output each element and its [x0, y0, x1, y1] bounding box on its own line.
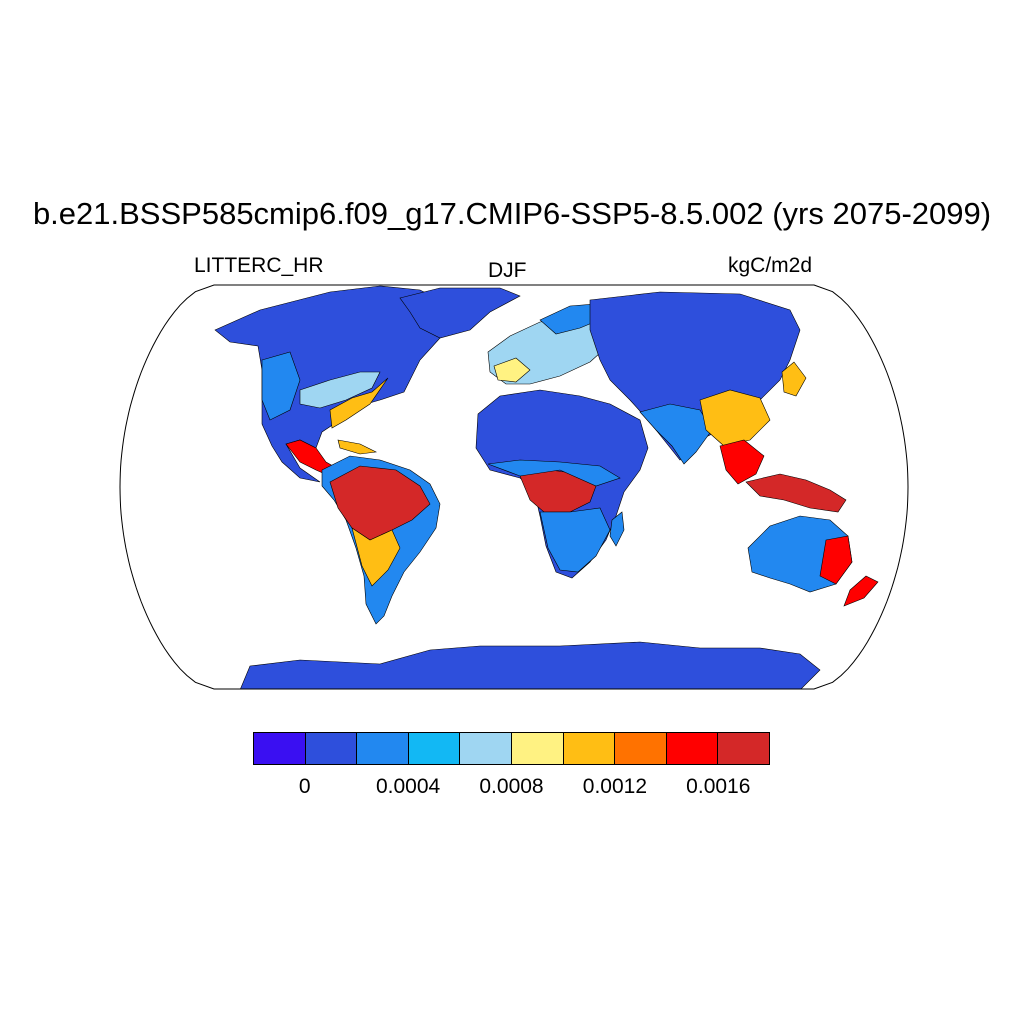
europe-west [493, 357, 531, 383]
colorbar-tick-label: 0.0004 [375, 775, 441, 798]
land-layer [214, 285, 879, 689]
colorbar-swatch-4 [460, 733, 512, 764]
north-america-southeast [299, 371, 381, 409]
colorbar-swatch-7 [615, 733, 667, 764]
central-africa [519, 469, 597, 513]
colorbar-tick-label: 0 [298, 775, 311, 798]
colorbar-tick-label: 0.0008 [479, 775, 544, 798]
colorbar-swatch-2 [357, 733, 409, 764]
indonesia [745, 473, 847, 513]
colorbar-swatch-0 [254, 733, 306, 764]
colorbar-swatch-3 [408, 733, 461, 764]
australia-east [819, 535, 853, 585]
new-zealand [843, 575, 879, 607]
antarctica [239, 641, 821, 689]
colorbar-swatch-8 [666, 733, 719, 764]
colorbar-swatch-5 [511, 733, 564, 764]
north-america-west [261, 351, 301, 421]
north-america-east-coast [329, 377, 389, 429]
colorbar-tick-label: 0.0012 [582, 775, 648, 798]
south-asia [639, 403, 713, 465]
colorbar [253, 732, 770, 765]
southeast-asia [719, 439, 765, 485]
units-label: kgC/m2d [728, 254, 813, 277]
globe-outline [119, 284, 909, 690]
amazon [329, 465, 431, 541]
variable-label: LITTERC_HR [194, 254, 324, 277]
sahel [487, 459, 621, 487]
colorbar-tick-label: 0.0016 [686, 775, 751, 798]
greenland [399, 287, 521, 339]
southern-africa [539, 507, 611, 573]
colorbar-swatch-9 [718, 733, 769, 764]
east-asia [699, 389, 771, 447]
madagascar [609, 511, 625, 547]
caribbean [337, 439, 378, 455]
figure-title: b.e21.BSSP585cmip6.f09_g17.CMIP6-SSP5-8.… [32, 196, 992, 231]
colorbar-swatch-1 [305, 733, 358, 764]
season-label: DJF [488, 259, 527, 282]
south-america-coast [351, 527, 401, 587]
colorbar-swatch-6 [563, 733, 616, 764]
japan [781, 361, 807, 397]
